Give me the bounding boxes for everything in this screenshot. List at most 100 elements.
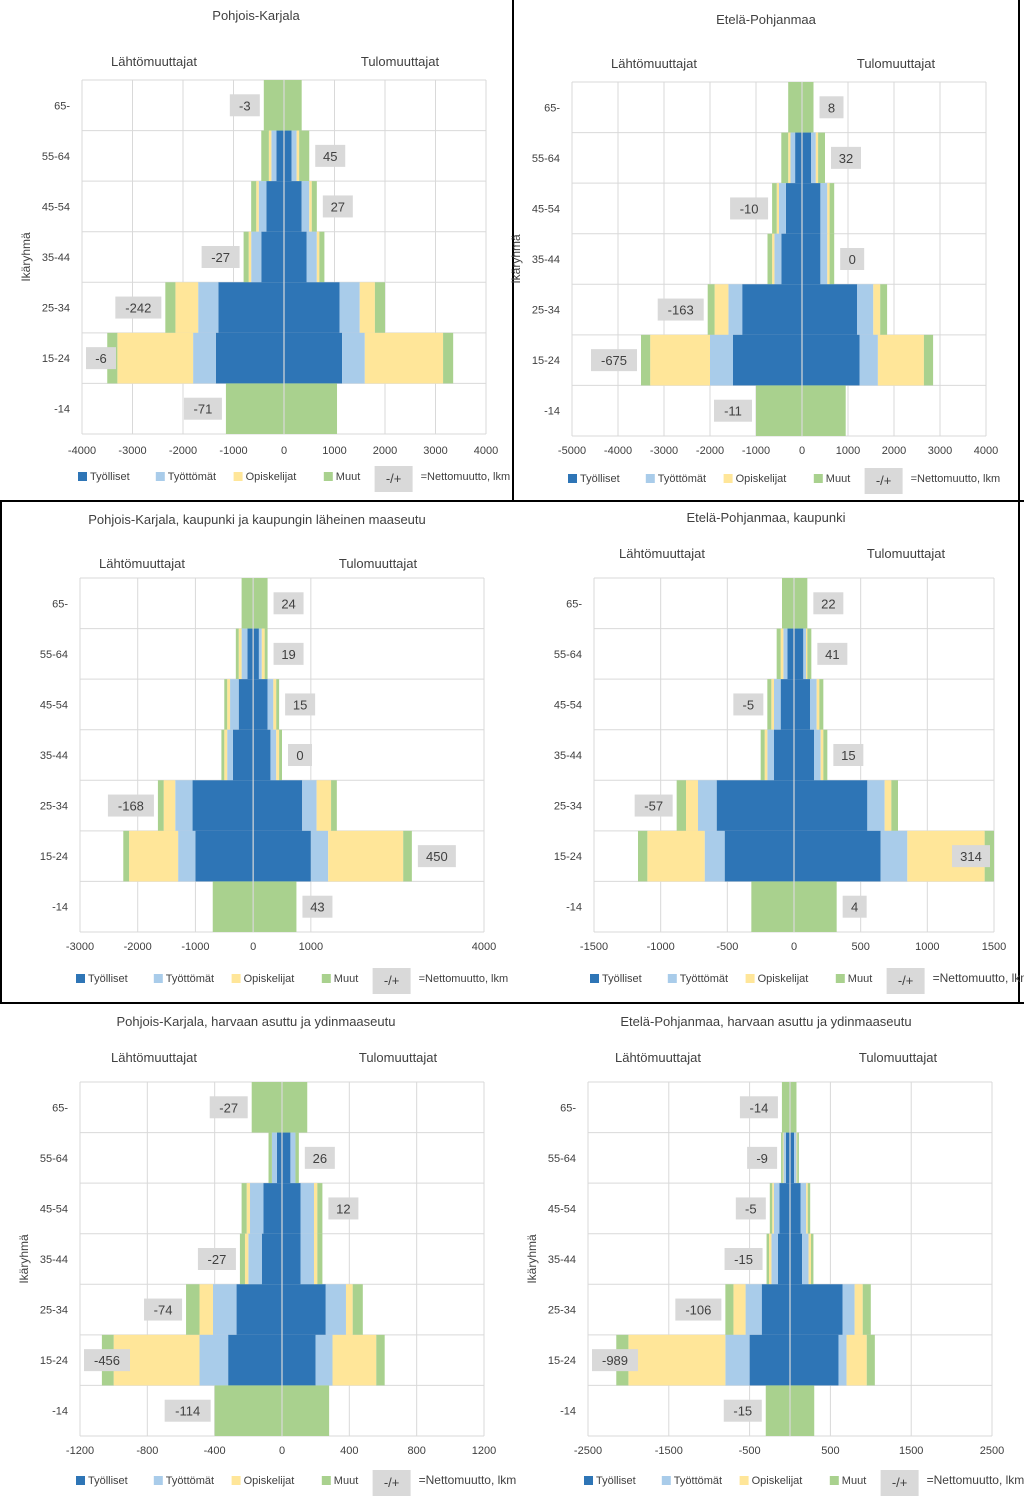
- bar-out-opiskelijat: [244, 1233, 249, 1285]
- age-group-label: 65-: [52, 1102, 68, 1114]
- age-group-label: 45-54: [40, 699, 68, 711]
- legend-label-tyottomat: Työttömät: [658, 473, 706, 485]
- legend-swatch-tyolliset: [568, 474, 577, 483]
- bar-in-muut: [284, 80, 302, 131]
- bar-out-opiskelijat: [650, 334, 710, 386]
- x-tick-label: -1500: [655, 1445, 683, 1457]
- bar-in-opiskelijat: [815, 132, 819, 184]
- bar-in-tyolliset: [284, 130, 292, 182]
- bar-out-muut: [765, 1385, 790, 1436]
- x-tick-label: -4000: [68, 445, 96, 457]
- x-tick-label: 0: [250, 941, 256, 953]
- bar-in-opiskelijat: [827, 233, 830, 285]
- bar-out-tyottomat: [271, 130, 277, 182]
- net-migration-box: [592, 1349, 638, 1372]
- chart-svg: Pohjois-Karjala, harvaan asuttu ja ydinm…: [17, 1014, 516, 1496]
- bar-out-opiskelijat: [224, 729, 228, 781]
- legend-swatch-tyottomat: [667, 974, 677, 983]
- bar-out-muut: [224, 679, 228, 730]
- bar-in-muut: [880, 284, 888, 335]
- bar-in-tyottomat: [315, 1334, 333, 1386]
- age-group-label: 35-44: [554, 750, 582, 762]
- bar-in-tyolliset: [802, 233, 821, 285]
- bar-in-opiskelijat: [345, 1284, 353, 1335]
- net-migration-box: [733, 693, 764, 716]
- net-migration-label: -163: [668, 303, 694, 318]
- left-side-label: Lähtömuuttajat: [611, 56, 697, 71]
- legend-net-box: [886, 968, 925, 994]
- bar-out-opiskelijat: [776, 183, 779, 234]
- bar-out-muut: [781, 132, 789, 184]
- net-migration-label: -27: [211, 250, 230, 265]
- bar-out-tyottomat: [230, 679, 239, 730]
- legend-net-box: [374, 466, 413, 492]
- bar-in-muut: [794, 578, 808, 629]
- x-tick-label: 1000: [836, 445, 860, 457]
- bar-out-muut: [214, 1385, 282, 1436]
- net-migration-box: [819, 96, 844, 119]
- bar-in-muut: [823, 729, 828, 781]
- bar-in-tyolliset: [282, 1284, 326, 1335]
- bar-out-muut: [767, 679, 772, 730]
- bar-out-tyolliset: [777, 1233, 790, 1285]
- bar-in-muut: [317, 1233, 323, 1285]
- bar-in-muut: [790, 1082, 797, 1133]
- bar-in-tyottomat: [842, 1284, 855, 1335]
- net-migration-box: [86, 347, 116, 370]
- bar-in-opiskelijat: [808, 1233, 812, 1285]
- bar-in-muut: [279, 729, 282, 781]
- chart-pohjois-karjala-harvaan-asuttu: Pohjois-Karjala, harvaan asuttu ja ydinm…: [2, 1006, 516, 1506]
- legend-label-muut: Muut: [334, 1475, 358, 1487]
- age-group-label: 15-24: [40, 1355, 68, 1367]
- legend-swatch-opiskelijat: [231, 974, 241, 983]
- bar-out-muut: [165, 282, 176, 333]
- legend-swatch-opiskelijat: [233, 472, 243, 481]
- legend-swatch-opiskelijat: [745, 974, 755, 983]
- right-side-label: Tulomuuttajat: [867, 546, 946, 561]
- right-side-label: Tulomuuttajat: [339, 556, 418, 571]
- net-migration-label: 4: [851, 900, 858, 915]
- bar-in-muut: [403, 830, 412, 882]
- x-tick-label: 3000: [928, 445, 952, 457]
- bar-in-muut: [790, 1385, 815, 1436]
- net-migration-box: [813, 592, 844, 615]
- age-group-label: 65-: [544, 102, 560, 114]
- bar-in-tyolliset: [282, 1183, 301, 1234]
- x-tick-label: -2000: [696, 445, 724, 457]
- chart-title: Pohjois-Karjala: [212, 8, 300, 23]
- age-group-label: 45-54: [554, 699, 582, 711]
- age-group-label: 15-24: [40, 851, 68, 863]
- bar-out-tyottomat: [774, 233, 782, 285]
- bar-in-opiskelijat: [873, 284, 881, 335]
- net-migration-box: [107, 794, 154, 817]
- bar-out-opiskelijat: [628, 1334, 726, 1386]
- x-tick-label: -800: [136, 1445, 158, 1457]
- x-tick-label: 800: [407, 1445, 425, 1457]
- bar-in-opiskelijat: [328, 830, 404, 882]
- bar-out-muut: [772, 183, 777, 234]
- net-migration-label: 15: [293, 697, 307, 712]
- net-migration-label: -14: [750, 1100, 769, 1115]
- bar-in-muut: [317, 1183, 323, 1234]
- net-migration-box: [201, 246, 240, 268]
- legend-net-box-label: -/+: [384, 1475, 400, 1490]
- net-migration-box: [591, 349, 637, 372]
- bar-out-tyottomat: [199, 1334, 229, 1386]
- x-tick-label: -2000: [124, 941, 152, 953]
- net-migration-label: -168: [118, 799, 144, 814]
- net-migration-label: -15: [733, 1404, 752, 1419]
- age-group-label: -14: [52, 1406, 68, 1418]
- bar-in-tyolliset: [253, 729, 271, 781]
- bar-out-muut: [781, 1082, 790, 1133]
- age-group-label: 25-34: [42, 303, 70, 315]
- bar-in-tyottomat: [880, 830, 908, 882]
- legend-label-tyottomat: Työttömät: [680, 973, 728, 985]
- bar-out-tyolliset: [218, 282, 284, 333]
- net-migration-label: -989: [602, 1353, 628, 1368]
- bar-out-tyolliset: [215, 332, 284, 384]
- net-migration-label: 0: [849, 252, 856, 267]
- age-group-label: 55-64: [40, 1153, 68, 1165]
- legend-label-tyottomat: Työttömät: [166, 973, 214, 985]
- net-migration-label: 32: [839, 151, 853, 166]
- bar-out-tyottomat: [248, 1233, 262, 1285]
